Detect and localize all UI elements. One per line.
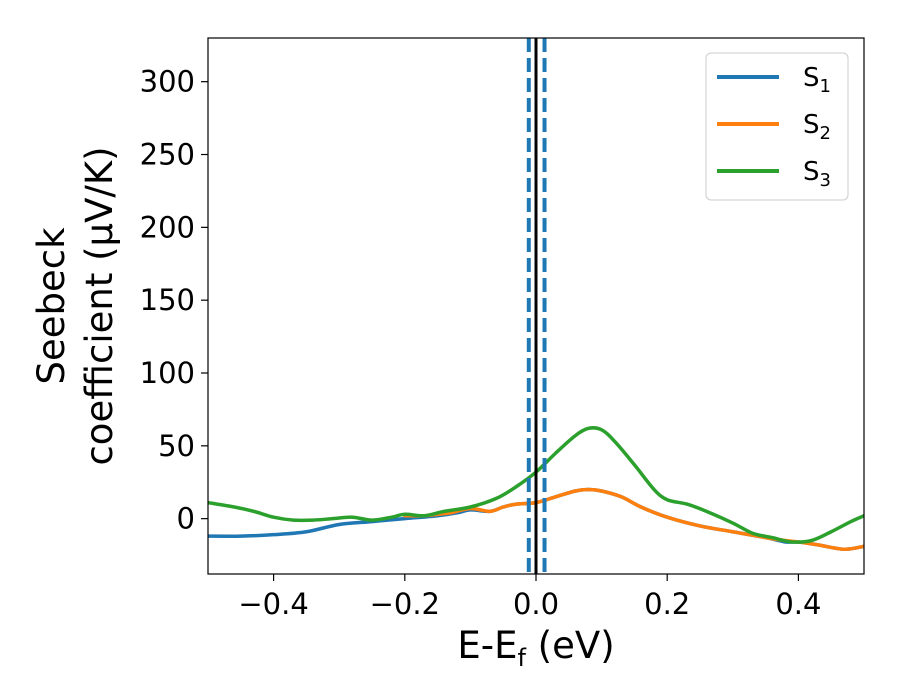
y-tick-label: 100 [140,356,195,390]
series-line-s3 [208,426,864,544]
legend-label-s1: S1 [803,63,831,97]
y-axis-label-line1: Seebeck [30,227,73,385]
legend-box [705,52,849,201]
x-axis-label: E-Ef (eV) [457,624,614,672]
legend-label-s2: S2 [803,110,831,144]
x-tick-label: 0.4 [775,587,821,621]
series-line-s2 [403,487,864,551]
y-tick-label: 150 [140,283,195,317]
y-axis-label-line2: coefficient (μV/K) [78,146,121,465]
x-tick-label: 0.0 [513,587,559,621]
y-tick-label: 300 [140,65,195,99]
x-tick-label: 0.2 [644,587,690,621]
legend: S1 S2 S3 [705,52,849,201]
x-tick-label: −0.4 [238,587,308,621]
series-layer [208,426,864,551]
y-axis-label: Seebeck coefficient (μV/K) [30,146,121,465]
y-axis: 0 50 100 150 200 250 300 [140,65,208,536]
y-tick-label: 250 [140,138,195,172]
x-axis: −0.4 −0.2 0.0 0.2 0.4 [238,574,821,621]
y-tick-label: 0 [177,502,195,536]
x-tick-label: −0.2 [370,587,440,621]
y-tick-label: 50 [158,429,195,463]
y-tick-label: 200 [140,210,195,244]
legend-label-s3: S3 [803,157,831,191]
vertical-lines-layer [526,38,547,574]
